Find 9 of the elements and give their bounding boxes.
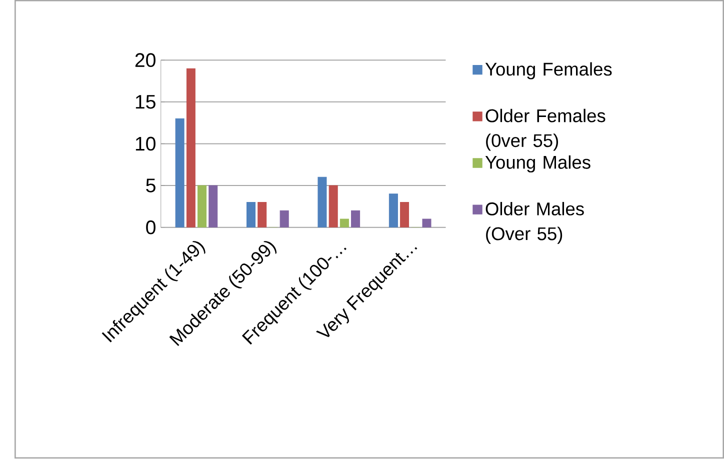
y-tick-label: 15 <box>136 95 156 109</box>
legend-label: Young Females <box>485 62 612 80</box>
y-tick-label: 0 <box>146 220 156 234</box>
y-tick-label: 10 <box>136 136 156 151</box>
legend-label: Young Males <box>485 156 590 173</box>
y-tick-label: 20 <box>135 53 156 68</box>
y-tick-label: 5 <box>146 178 156 193</box>
legend-label: Older Males (Over 55) <box>486 202 584 244</box>
legend-label: Older Females (0ver 55) <box>486 109 606 151</box>
